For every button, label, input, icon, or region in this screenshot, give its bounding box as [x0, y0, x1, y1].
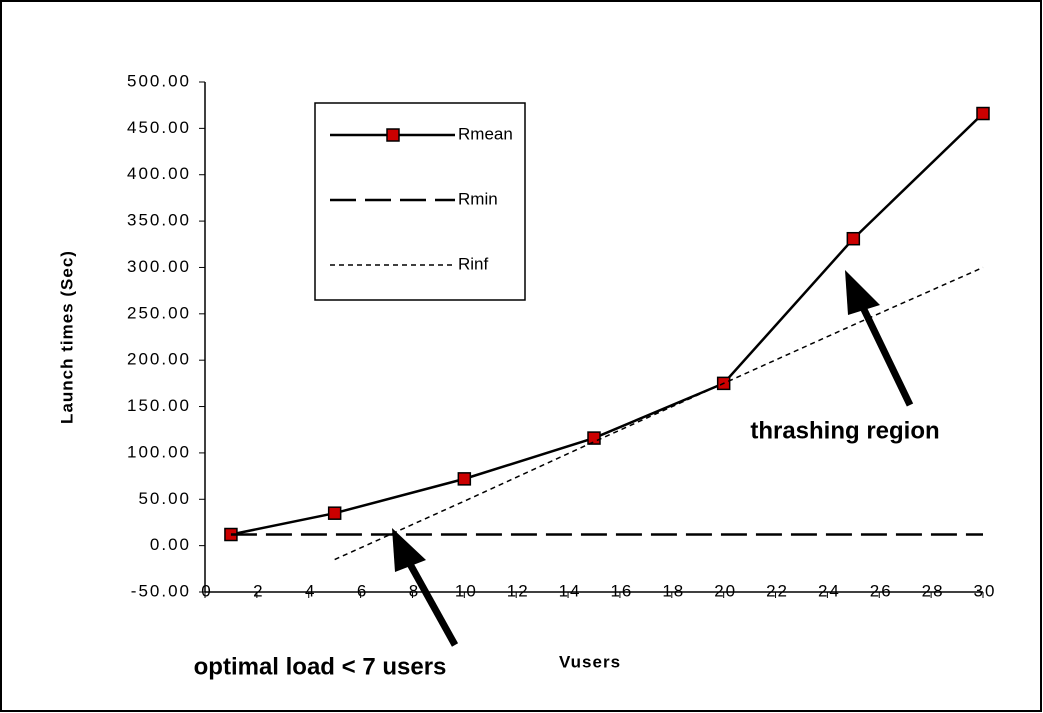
y-tick-label: 250.00 — [127, 303, 191, 322]
arrow-shaft — [401, 553, 459, 647]
x-tick-label: 22 — [766, 581, 789, 600]
y-tick-label: 300.00 — [127, 257, 191, 276]
marker — [587, 431, 601, 445]
x-tick-label: 28 — [922, 581, 945, 600]
x-tick-label: 24 — [818, 581, 841, 600]
x-tick-label: 10 — [455, 581, 478, 600]
y-tick-label: 350.00 — [127, 211, 191, 230]
x-tick-label: 6 — [357, 581, 368, 600]
x-tick-label: 26 — [870, 581, 893, 600]
annotation: thrashing region — [750, 417, 939, 444]
series-line — [334, 266, 984, 561]
y-tick-label: 150.00 — [127, 396, 191, 415]
x-tick-label: 2 — [253, 581, 264, 600]
x-tick-label: 30 — [974, 581, 997, 600]
x-tick-label: 4 — [305, 581, 316, 600]
arrow-head — [845, 270, 880, 315]
x-tick-label: 16 — [610, 581, 633, 600]
y-tick-label: 100.00 — [127, 442, 191, 461]
y-tick-label: 450.00 — [127, 118, 191, 137]
marker — [457, 472, 472, 486]
y-tick-label: 400.00 — [127, 164, 191, 183]
x-tick-label: 18 — [662, 581, 685, 600]
x-tick-label: 20 — [714, 581, 737, 600]
x-tick-label: 12 — [507, 581, 530, 600]
y-tick-label: 50.00 — [138, 489, 191, 508]
legend-label: Rmean — [458, 124, 513, 143]
y-tick-label: 500.00 — [127, 71, 191, 90]
marker — [846, 231, 861, 246]
arrow-head — [392, 528, 426, 572]
arrow-shaft — [854, 295, 914, 407]
y-tick-label: 200.00 — [127, 350, 191, 369]
x-tick-label: 0 — [201, 581, 212, 600]
y-tick-label: -50.00 — [131, 581, 191, 600]
y-tick-label: 0.00 — [150, 535, 191, 554]
legend-marker — [386, 128, 400, 142]
x-tick-label: 8 — [409, 581, 420, 600]
x-axis-label: Vusers — [559, 652, 621, 671]
marker — [327, 506, 342, 520]
y-axis-label: Launch times (Sec) — [57, 250, 76, 424]
arrows — [392, 270, 914, 647]
x-tick-label: 14 — [559, 581, 582, 600]
legend-label: Rinf — [458, 254, 489, 273]
marker — [976, 106, 990, 121]
legend-label: Rmin — [458, 189, 498, 208]
annotation: optimal load < 7 users — [194, 653, 447, 680]
